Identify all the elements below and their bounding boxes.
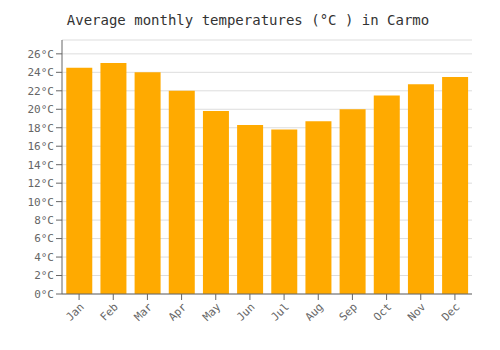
svg-text:Sep: Sep [337, 300, 360, 323]
svg-text:May: May [200, 300, 224, 324]
svg-text:20°C: 20°C [28, 103, 55, 116]
svg-text:Jun: Jun [234, 300, 257, 323]
svg-text:Dec: Dec [439, 300, 462, 323]
svg-text:2°C: 2°C [34, 269, 54, 282]
svg-text:16°C: 16°C [28, 140, 55, 153]
svg-text:12°C: 12°C [28, 177, 55, 190]
svg-text:Aug: Aug [303, 300, 326, 323]
svg-text:0°C: 0°C [34, 288, 54, 301]
svg-text:Oct: Oct [371, 300, 394, 323]
svg-text:Nov: Nov [405, 300, 429, 324]
svg-text:24°C: 24°C [28, 66, 55, 79]
svg-text:10°C: 10°C [28, 196, 55, 209]
html-text:Average monthly temperatures (: Average monthly temperatures (°C ) in Ca… [66, 12, 430, 28]
svg-text:6°C: 6°C [34, 232, 54, 245]
svg-text:Mar: Mar [132, 300, 156, 324]
svg-text:22°C: 22°C [28, 85, 55, 98]
svg-text:Jan: Jan [63, 300, 86, 323]
svg-text:18°C: 18°C [28, 122, 55, 135]
svg-text:4°C: 4°C [34, 251, 54, 264]
svg-text:Apr: Apr [166, 300, 190, 324]
svg-text:Feb: Feb [98, 300, 121, 323]
svg-text:26°C: 26°C [28, 48, 55, 61]
svg-text:Jul: Jul [268, 300, 291, 323]
svg-text:8°C: 8°C [34, 214, 54, 227]
svg-text:14°C: 14°C [28, 159, 55, 172]
